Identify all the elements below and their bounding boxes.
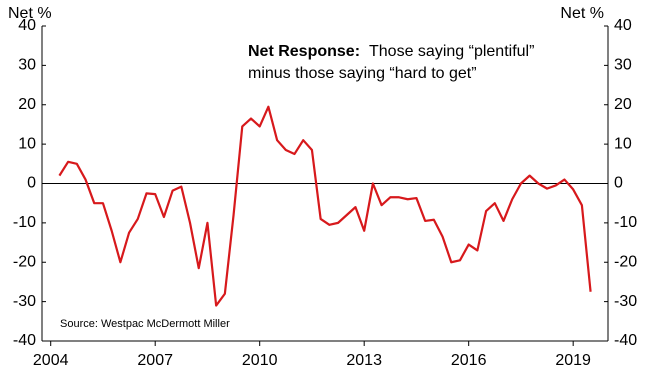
annotation-line: Those saying “plentiful”	[369, 43, 534, 60]
y-tick-label: 40	[18, 17, 36, 34]
y2-tick-label: -30	[614, 293, 637, 310]
annotation-bold: Net Response:	[248, 43, 360, 60]
x-tick-label: 2016	[451, 352, 487, 369]
y2-tick-label: 20	[614, 96, 632, 113]
source-note: Source: Westpac McDermott Miller	[60, 318, 230, 330]
y-tick-label: 20	[18, 96, 36, 113]
y2-tick-label: 40	[614, 17, 632, 34]
y-tick-label: -10	[13, 214, 36, 231]
y2-tick-label: 10	[614, 135, 632, 152]
y2-tick-label: -10	[614, 214, 637, 231]
y-tick-label: 10	[18, 135, 36, 152]
x-tick-label: 2007	[137, 352, 173, 369]
y-tick-label: 0	[27, 175, 36, 192]
y-axis-label: Net %	[8, 5, 52, 22]
y2-tick-label: -20	[614, 253, 637, 270]
y2-axis-label: Net %	[560, 5, 604, 22]
y-tick-label: -20	[13, 253, 36, 270]
data-line	[58, 105, 592, 307]
y2-tick-label: 30	[614, 57, 632, 74]
y2-tick-label: -40	[614, 332, 637, 349]
x-tick-label: 2004	[33, 352, 69, 369]
x-tick-label: 2010	[242, 352, 278, 369]
y2-tick-label: 0	[614, 175, 623, 192]
x-tick-label: 2019	[555, 352, 591, 369]
x-tick-label: 2013	[346, 352, 382, 369]
y-tick-label: -30	[13, 293, 36, 310]
y-tick-label: 30	[18, 57, 36, 74]
y-tick-label: -40	[13, 332, 36, 349]
annotation-line: minus those saying “hard to get”	[248, 65, 477, 82]
